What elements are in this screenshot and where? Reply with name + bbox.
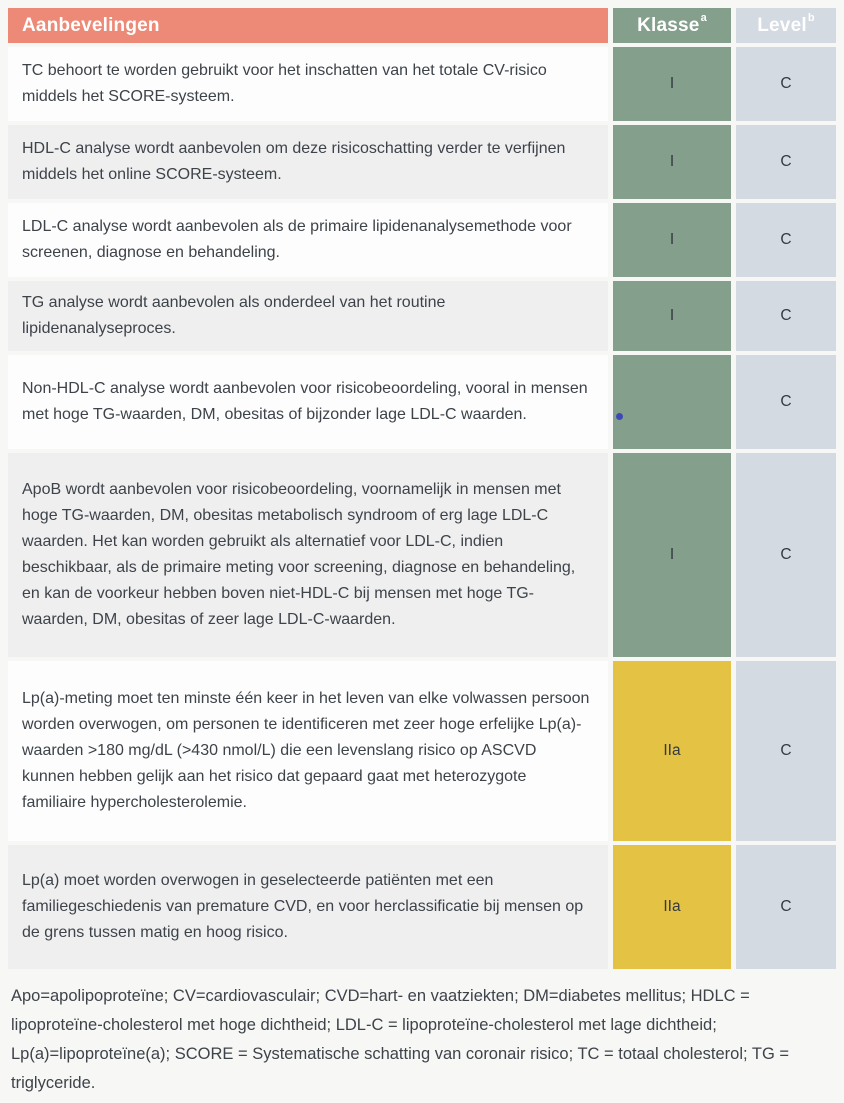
level-value: C — [780, 393, 792, 410]
class-cell: I — [613, 453, 731, 657]
header-aanbevelingen-label: Aanbevelingen — [22, 14, 160, 36]
level-cell: C — [736, 125, 836, 199]
level-cell: C — [736, 661, 836, 841]
header-klasse-label: Klasse — [637, 14, 700, 36]
header-level: Level b — [736, 8, 836, 43]
class-value: IIa — [663, 742, 681, 759]
recommendation-text: Non-HDL-C analyse wordt aanbevolen voor … — [22, 380, 588, 423]
recommendation-cell: HDL-C analyse wordt aanbevolen om deze r… — [8, 125, 608, 199]
level-value: C — [780, 898, 792, 915]
recommendation-text: Lp(a) moet worden overwogen in geselecte… — [22, 872, 584, 941]
level-value: C — [780, 153, 792, 170]
class-value: I — [669, 231, 675, 248]
class-cell: I — [613, 125, 731, 199]
level-cell: C — [736, 47, 836, 121]
header-klasse: Klasse a — [613, 8, 731, 43]
recommendation-cell: Non-HDL-C analyse wordt aanbevolen voor … — [8, 355, 608, 449]
level-cell: C — [736, 281, 836, 351]
header-level-label: Level — [757, 14, 807, 36]
level-value: C — [780, 546, 792, 563]
level-cell: C — [736, 203, 836, 277]
class-value: IIa — [663, 898, 681, 915]
level-cell: C — [736, 453, 836, 657]
level-value: C — [780, 742, 792, 759]
level-value: C — [780, 231, 792, 248]
class-value: I — [669, 546, 675, 563]
class-value: I — [669, 75, 675, 92]
class-cell: I — [613, 203, 731, 277]
class-cell: IIa — [613, 661, 731, 841]
class-value: I — [669, 307, 675, 324]
header-aanbevelingen: Aanbevelingen — [8, 8, 608, 43]
class-cell: IIa — [613, 845, 731, 969]
recommendations-table: Aanbevelingen Klasse a Level b TC behoort … — [8, 8, 836, 969]
recommendation-text: ApoB wordt aanbevolen voor risicobeoorde… — [22, 481, 576, 628]
recommendation-text: TC behoort te worden gebruikt voor het i… — [22, 62, 547, 105]
class-cell: I — [613, 47, 731, 121]
recommendation-cell: TC behoort te worden gebruikt voor het i… — [8, 47, 608, 121]
class-value: I — [669, 153, 675, 170]
recommendation-cell: ApoB wordt aanbevolen voor risicobeoorde… — [8, 453, 608, 657]
class-cell: I — [613, 281, 731, 351]
abbreviations-footnote: Apo=apolipoproteïne; CV=cardiovasculair;… — [11, 987, 789, 1092]
level-cell: C — [736, 355, 836, 449]
recommendation-cell: Lp(a)-meting moet ten minste één keer in… — [8, 661, 608, 841]
recommendation-cell: Lp(a) moet worden overwogen in geselecte… — [8, 845, 608, 969]
recommendation-cell: TG analyse wordt aanbevolen als onderdee… — [8, 281, 608, 351]
recommendation-text: HDL-C analyse wordt aanbevolen om deze r… — [22, 140, 566, 183]
level-cell: C — [736, 845, 836, 969]
recommendation-cell: LDL-C analyse wordt aanbevolen als de pr… — [8, 203, 608, 277]
blue-dot-marker — [616, 413, 623, 421]
level-value: C — [780, 307, 792, 324]
class-cell — [613, 355, 731, 449]
level-footnote-mark: b — [807, 12, 815, 24]
recommendation-text: Lp(a)-meting moet ten minste één keer in… — [22, 690, 590, 811]
klasse-footnote-mark: a — [700, 12, 707, 24]
level-value: C — [780, 75, 792, 92]
recommendation-text: TG analyse wordt aanbevolen als onderdee… — [22, 294, 446, 337]
recommendation-text: LDL-C analyse wordt aanbevolen als de pr… — [22, 218, 572, 261]
